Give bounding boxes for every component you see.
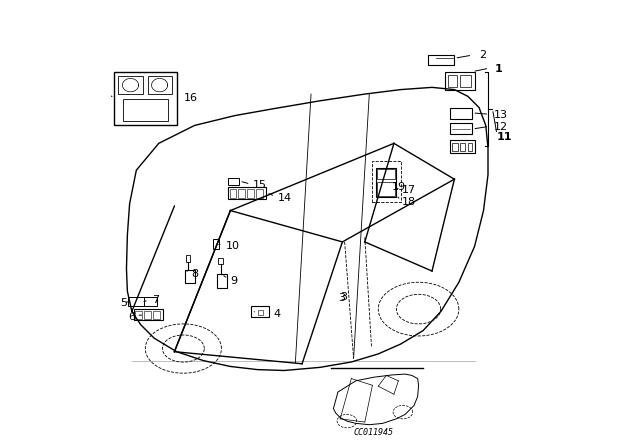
Text: 17: 17 (401, 185, 415, 195)
Text: 11: 11 (497, 132, 513, 142)
Bar (376, 168, 396, 197)
Bar (228, 178, 239, 185)
Bar (371, 161, 401, 202)
Bar (128, 297, 144, 306)
Text: 6: 6 (128, 312, 135, 322)
Bar (460, 143, 465, 151)
Bar (468, 143, 472, 151)
Text: 15: 15 (253, 181, 267, 190)
Bar (248, 189, 253, 198)
Bar (218, 258, 223, 264)
Text: 2: 2 (479, 50, 486, 60)
Bar (144, 297, 157, 306)
Text: 19: 19 (392, 182, 406, 192)
Bar (118, 76, 143, 94)
Text: 7: 7 (152, 295, 159, 305)
Text: 8: 8 (191, 269, 198, 279)
Text: 9: 9 (230, 276, 237, 286)
Bar (378, 182, 395, 196)
Text: 18: 18 (401, 198, 415, 207)
Text: 1: 1 (495, 65, 502, 74)
Bar (450, 108, 472, 119)
Text: CC011945: CC011945 (354, 428, 394, 437)
Text: 16: 16 (184, 93, 198, 103)
Text: 3: 3 (338, 293, 345, 303)
Text: 3: 3 (340, 292, 347, 302)
Bar (252, 306, 269, 317)
Bar (378, 169, 395, 179)
Bar (213, 239, 219, 249)
Text: 5: 5 (121, 298, 127, 308)
Bar (428, 55, 454, 65)
Bar (230, 189, 236, 198)
Bar (445, 72, 474, 90)
Text: 12: 12 (493, 122, 508, 132)
Text: 14: 14 (278, 193, 292, 203)
Bar (134, 309, 163, 320)
Bar (217, 274, 227, 288)
Bar (148, 76, 172, 94)
Bar (228, 187, 266, 199)
Bar (145, 311, 150, 319)
Bar (123, 99, 168, 121)
Bar (460, 75, 471, 87)
Bar (114, 72, 177, 125)
Text: 10: 10 (226, 241, 240, 251)
Bar (154, 311, 159, 319)
Bar (239, 189, 244, 198)
Bar (450, 140, 475, 153)
Bar (450, 123, 472, 134)
Bar (136, 311, 141, 319)
Bar (185, 270, 195, 283)
Bar (186, 255, 190, 262)
Bar (448, 75, 457, 87)
Text: 4: 4 (274, 309, 281, 319)
Bar (258, 310, 262, 315)
Bar (257, 189, 262, 198)
Bar (452, 143, 458, 151)
Text: 13: 13 (493, 110, 508, 120)
